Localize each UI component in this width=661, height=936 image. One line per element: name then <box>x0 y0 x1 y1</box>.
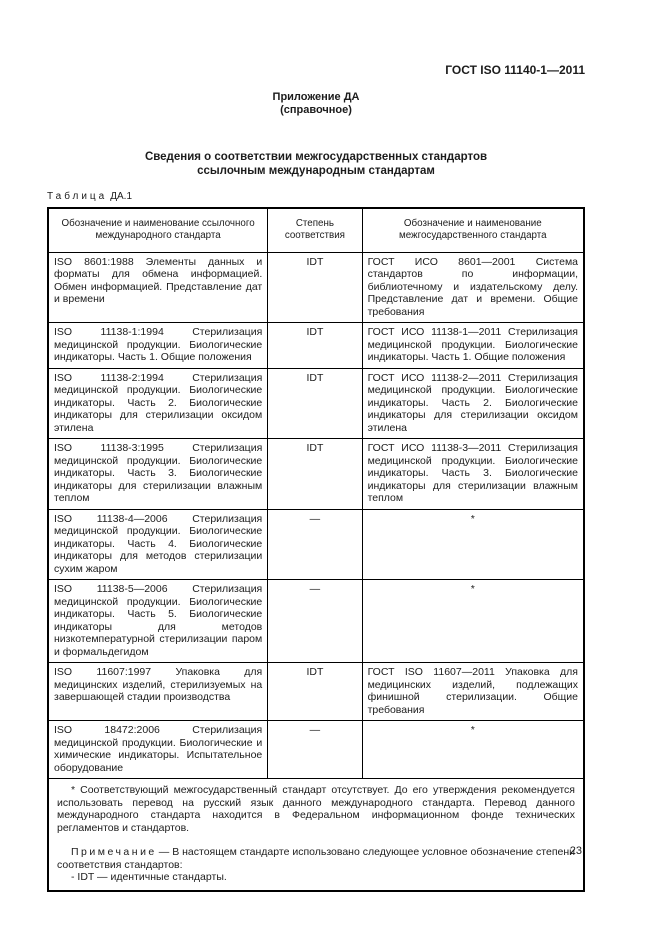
table-row: ISO 11607:1997 Упаковка для медицинских … <box>47 662 585 721</box>
table-row: ISO 11138-4—2006 Стерилизация медицинско… <box>47 508 585 580</box>
cell-reference-standard: ISO 11138-1:1994 Стерилизация медицинско… <box>47 322 269 369</box>
doc-reference: ГОСТ ISO 11140-1—2011 <box>445 63 585 77</box>
col-header-interstate-standard: Обозначение и наименование межгосударств… <box>361 207 585 253</box>
cell-interstate-standard: ГОСТ ИСО 11138-3—2011 Стерилизация медиц… <box>361 438 585 510</box>
cell-reference-standard: ISO 11138-2:1994 Стерилизация медицинско… <box>47 367 269 439</box>
cell-interstate-standard: * <box>361 579 585 663</box>
table-header-row: Обозначение и наименование ссылочного ме… <box>47 207 585 253</box>
note-text: — В настоящем стандарте использовано сле… <box>57 846 576 871</box>
cell-interstate-standard: ГОСТ ISO 11607—2011 Упаковка для медицин… <box>361 662 585 721</box>
section-title: Сведения о соответствии межгосударственн… <box>47 150 585 178</box>
table-row: ISO 11138-2:1994 Стерилизация медицинско… <box>47 367 585 439</box>
cell-degree: IDT <box>267 438 363 510</box>
cell-interstate-standard: * <box>361 508 585 580</box>
cell-interstate-standard: ГОСТ ИСО 8601—2001 Система стандартов по… <box>361 251 585 323</box>
table-row: ISO 8601:1988 Элементы данных и форматы … <box>47 251 585 323</box>
cell-degree: — <box>267 720 363 779</box>
cell-degree: — <box>267 508 363 580</box>
cell-interstate-standard: ГОСТ ИСО 11138-2—2011 Стерилизация медиц… <box>361 367 585 439</box>
table-footnote: * Соответствующий межгосударственный ста… <box>57 784 575 834</box>
cell-reference-standard: ISO 11138-5—2006 Стерилизация медицинско… <box>47 579 269 663</box>
table-caption-number: ДА.1 <box>110 191 133 202</box>
table-caption: Таблица ДА.1 <box>47 191 585 203</box>
table-footnote-cell: * Соответствующий межгосударственный ста… <box>47 778 585 891</box>
cell-reference-standard: ISO 11607:1997 Упаковка для медицинских … <box>47 662 269 721</box>
page-content: ГОСТ ISO 11140-1—2011 Приложение ДА (спр… <box>47 0 585 892</box>
table-note: Примечание — В настоящем стандарте исполь… <box>57 846 575 871</box>
cell-interstate-standard: * <box>361 720 585 779</box>
note-label: Примечание <box>71 846 157 858</box>
standards-correspondence-table: Обозначение и наименование ссылочного ме… <box>47 207 585 892</box>
page-number: 23 <box>569 845 582 857</box>
appendix-subtitle: (справочное) <box>280 104 352 116</box>
cell-degree: IDT <box>267 367 363 439</box>
cell-degree: IDT <box>267 251 363 323</box>
table-row: ISO 11138-5—2006 Стерилизация медицинско… <box>47 579 585 663</box>
col-header-reference-standard: Обозначение и наименование ссылочного ме… <box>47 207 269 253</box>
cell-reference-standard: ISO 11138-3:1995 Стерилизация медицинско… <box>47 438 269 510</box>
table-caption-label: Таблица <box>47 191 108 202</box>
table-footnote-row: * Соответствующий межгосударственный ста… <box>47 778 585 891</box>
cell-degree: — <box>267 579 363 663</box>
cell-reference-standard: ISO 18472:2006 Стерилизация медицинской … <box>47 720 269 779</box>
col-header-degree: Степень соответствия <box>267 207 363 253</box>
note-item-idt: - IDT — идентичные стандарты. <box>71 871 227 883</box>
cell-reference-standard: ISO 11138-4—2006 Стерилизация медицинско… <box>47 508 269 580</box>
cell-reference-standard: ISO 8601:1988 Элементы данных и форматы … <box>47 251 269 323</box>
section-title-line1: Сведения о соответствии межгосударственн… <box>144 151 488 163</box>
appendix-label: Приложение ДА <box>272 91 360 103</box>
table-row: ISO 11138-3:1995 Стерилизация медицинско… <box>47 438 585 510</box>
table-row: ISO 11138-1:1994 Стерилизация медицинско… <box>47 322 585 369</box>
cell-degree: IDT <box>267 662 363 721</box>
appendix-heading: Приложение ДА (справочное) <box>47 91 585 117</box>
section-title-line2: ссылочным международным стандартам <box>197 165 435 177</box>
table-row: ISO 18472:2006 Стерилизация медицинской … <box>47 720 585 779</box>
cell-degree: IDT <box>267 322 363 369</box>
cell-interstate-standard: ГОСТ ИСО 11138-1—2011 Стерилизация медиц… <box>361 322 585 369</box>
